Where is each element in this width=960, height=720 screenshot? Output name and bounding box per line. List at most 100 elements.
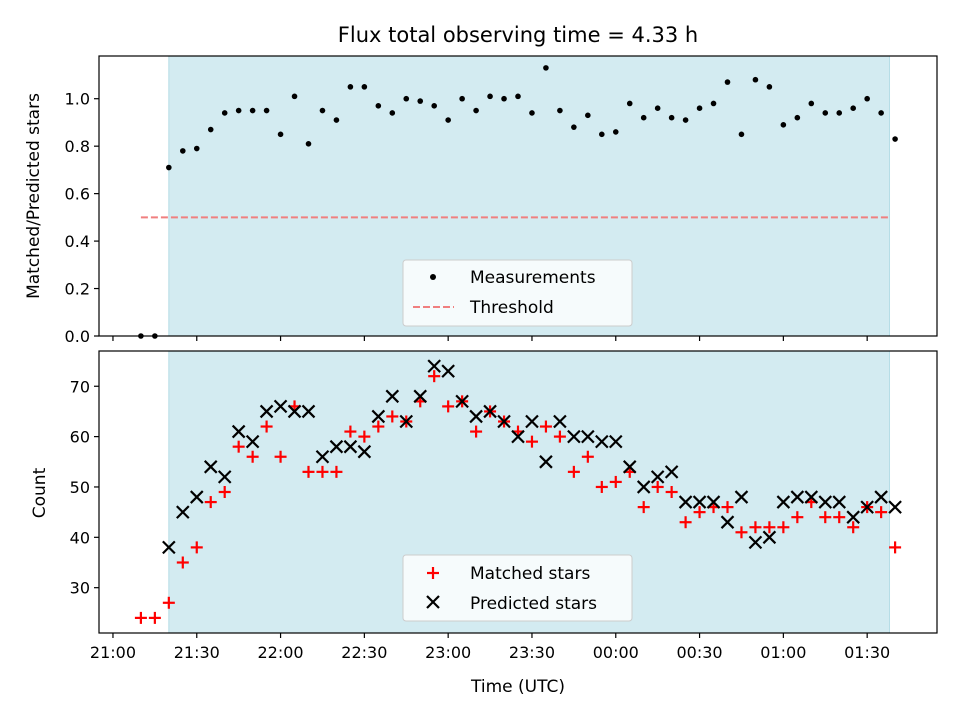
matched-star-point — [735, 526, 748, 539]
predicted-star-point — [399, 414, 414, 429]
measurement-point — [724, 79, 731, 85]
predicted-star-point — [176, 505, 190, 519]
predicted-star-point — [874, 490, 888, 504]
matched-star-point — [875, 506, 888, 519]
x-tick-label: 23:30 — [509, 643, 555, 662]
matched-star-point — [204, 496, 217, 509]
matched-star-point — [302, 465, 315, 478]
y-tick-label: 0.6 — [65, 185, 90, 204]
x-tick-label: 01:30 — [844, 643, 890, 662]
predicted-star-point — [804, 490, 819, 504]
predicted-star-point — [706, 495, 721, 509]
x-tick-label: 21:30 — [174, 643, 220, 662]
predicted-star-point — [385, 389, 400, 404]
matched-star-point — [274, 450, 287, 463]
predicted-star-point — [315, 449, 330, 464]
x-tick-label: 00:00 — [593, 643, 639, 662]
measurement-point — [710, 100, 717, 107]
measurement-point — [668, 114, 675, 121]
y-tick-label: 50 — [70, 478, 90, 497]
matched-star-point — [777, 521, 790, 534]
matched-star-point — [819, 511, 832, 524]
matched-star-point — [763, 521, 776, 534]
top-plot-frame — [98, 55, 938, 337]
top-legend-box — [402, 259, 633, 327]
matched-star-point — [721, 501, 734, 514]
bottom-y-ticks: 30 40 50 60 70 — [70, 377, 99, 598]
matched-star-point — [372, 420, 385, 433]
measurement-point — [794, 114, 801, 121]
matched-star-point — [428, 370, 441, 383]
matched-star-point — [847, 521, 860, 534]
legend-predicted-label: Predicted stars — [470, 594, 597, 614]
x-axis-label: Time (UTC) — [470, 677, 565, 697]
measurement-point — [389, 110, 396, 116]
predicted-star-point — [497, 414, 511, 429]
matched-star-point — [791, 511, 804, 524]
measurement-point — [682, 117, 689, 123]
measurement-point — [333, 117, 340, 123]
bottom-predicted-points — [162, 359, 902, 555]
predicted-star-point — [692, 495, 707, 509]
x-tick-label: 22:00 — [258, 643, 304, 662]
matched-star-point — [749, 521, 762, 534]
predicted-star-point — [595, 434, 609, 449]
measurement-point — [640, 114, 647, 121]
chart-title: Flux total observing time = 4.33 h — [338, 23, 698, 47]
measurement-point — [319, 107, 326, 114]
predicted-star-point — [217, 470, 232, 484]
y-tick-label: 60 — [70, 428, 90, 447]
matched-star-point — [609, 475, 622, 488]
matched-star-point — [553, 430, 566, 443]
measurement-point — [221, 110, 228, 116]
measurement-point — [501, 95, 507, 102]
measurement-point — [305, 140, 312, 147]
predicted-star-point — [622, 460, 637, 474]
bottom-legend: Matched stars Predicted stars — [402, 554, 633, 622]
predicted-star-point — [888, 500, 902, 514]
y-tick-label: 70 — [70, 377, 90, 396]
matched-star-point — [162, 596, 175, 609]
measurement-point — [557, 107, 563, 114]
measurement-point — [193, 145, 200, 152]
measurement-point — [361, 84, 368, 90]
measurement-point — [445, 117, 451, 123]
predicted-star-point — [301, 404, 316, 419]
bottom-panel: 30 40 50 60 70 21:00 21:30 22:00 22:30 23:00 23:3… — [30, 350, 938, 697]
y-tick-label: 30 — [70, 579, 90, 598]
predicted-star-point — [748, 535, 763, 550]
predicted-star-point — [455, 394, 469, 409]
legend-threshold-label: Threshold — [469, 298, 554, 318]
predicted-star-point — [413, 389, 428, 404]
predicted-star-point — [734, 490, 749, 504]
matched-star-point — [218, 486, 231, 498]
predicted-star-point — [762, 530, 777, 545]
matched-star-point — [176, 556, 189, 569]
measurement-point — [892, 136, 898, 142]
legend-predicted-marker — [426, 595, 440, 609]
measurement-point — [529, 110, 535, 116]
predicted-star-point — [776, 495, 791, 509]
predicted-star-point — [720, 515, 735, 529]
matched-star-point — [134, 611, 147, 624]
matched-star-point — [148, 611, 161, 624]
measurement-point — [864, 95, 870, 102]
top-x-ticks — [112, 336, 868, 341]
top-y-ticks: 0.0 0.2 0.4 0.6 0.8 1.0 — [65, 90, 99, 346]
matched-star-point — [344, 425, 357, 438]
matched-star-point — [330, 465, 343, 478]
x-tick-label: 00:30 — [677, 643, 723, 662]
predicted-star-point — [329, 439, 344, 454]
measurement-point — [403, 95, 410, 102]
measurement-point — [291, 93, 298, 100]
matched-star-point — [567, 465, 580, 478]
predicted-star-point — [483, 404, 497, 419]
measurement-point — [780, 122, 787, 128]
measurement-point — [654, 105, 661, 112]
measurement-point — [277, 131, 284, 138]
predicted-star-point — [818, 495, 833, 509]
measurement-point — [626, 100, 633, 107]
measurement-point — [850, 105, 856, 112]
measurement-point — [180, 148, 186, 154]
x-tick-label: 21:00 — [90, 643, 136, 662]
